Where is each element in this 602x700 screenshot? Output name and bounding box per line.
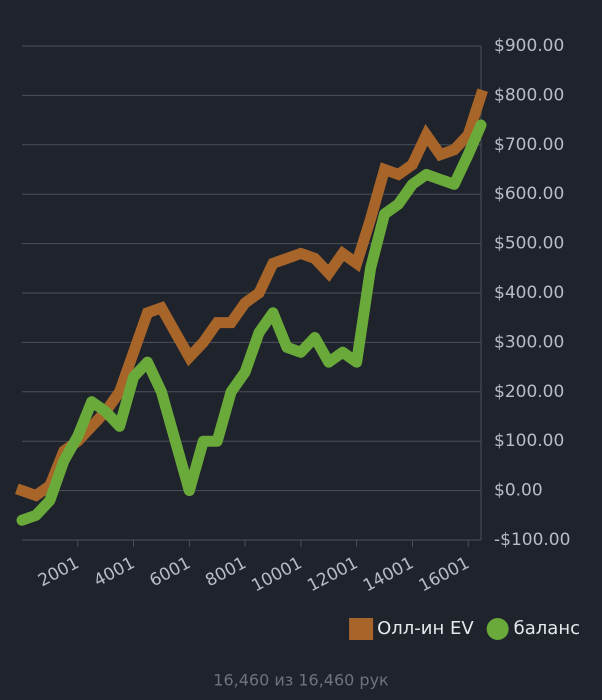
y-tick-label: $600.00	[494, 184, 564, 204]
legend-marker	[349, 618, 374, 640]
y-tick-label: $800.00	[494, 85, 564, 105]
y-tick-label: $400.00	[494, 283, 564, 303]
legend-label: баланс	[514, 618, 580, 639]
series-line	[16, 119, 487, 526]
legend-label: Олл-ин EV	[377, 618, 474, 639]
y-tick-label: $100.00	[494, 431, 564, 451]
y-tick-label: $700.00	[494, 135, 564, 155]
series-line	[15, 88, 488, 502]
y-tick-label: $900.00	[494, 36, 564, 56]
y-tick-label: $0.00	[494, 481, 543, 501]
legend-marker	[486, 618, 509, 640]
y-tick-label: $200.00	[494, 382, 564, 402]
y-tick-label: $300.00	[494, 332, 564, 352]
footer: 16,460 из 16,460 рук	[213, 671, 389, 690]
y-tick-label: $500.00	[494, 234, 564, 254]
y-tick-label: -$100.00	[494, 530, 570, 550]
